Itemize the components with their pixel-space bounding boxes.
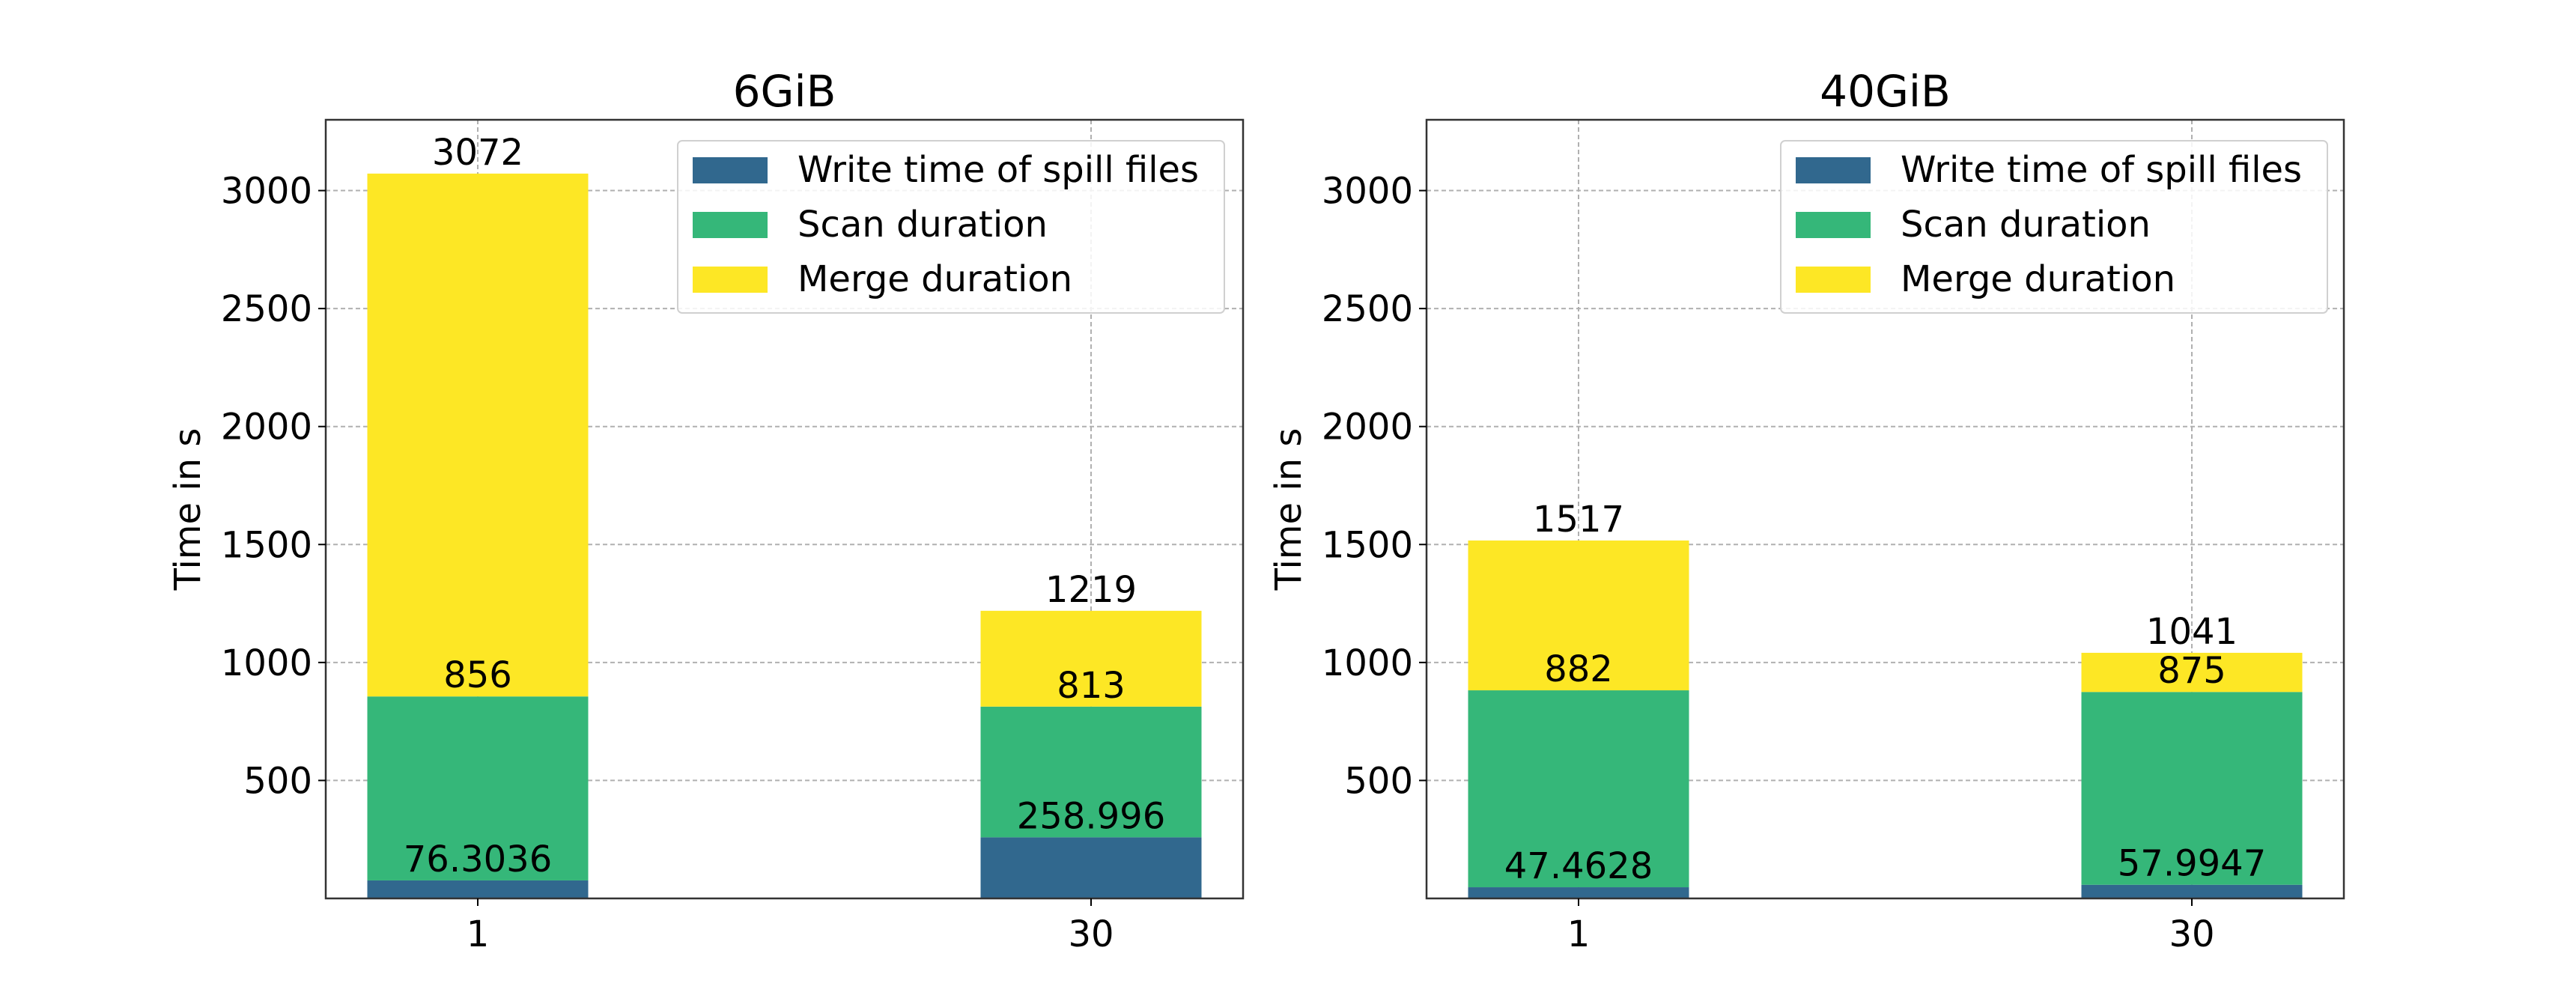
bar-segment-write-time-of-spill-files-30 [2081, 884, 2303, 898]
bar-segment-scan-duration-1 [367, 696, 589, 880]
bar-segment-merge-duration-30 [2081, 652, 2303, 693]
bar-segment-scan-duration-1 [1468, 690, 1689, 888]
chart-title: 6GiB [733, 66, 836, 117]
x-tick-label: 1 [1567, 913, 1591, 955]
legend-entry: Scan duration [798, 204, 1048, 246]
y-axis-label: Time in s [167, 428, 209, 591]
legend-entry: Merge duration [798, 258, 1072, 300]
legend: Write time of spill files Scan duration Me… [677, 140, 1225, 314]
legend-entry: Scan duration [1901, 204, 2151, 246]
bar-segment-write-time-of-spill-files-1 [1468, 887, 1689, 898]
y-tick-label: 1000 [1322, 642, 1413, 684]
x-tick-label: 30 [2169, 913, 2214, 955]
data-label: 813 [1057, 665, 1126, 707]
y-tick-label: 1000 [221, 642, 312, 684]
chart-title: 40GiB [1820, 66, 1951, 117]
data-label: 856 [443, 654, 512, 696]
legend-box [677, 140, 1225, 314]
legend-entry: Write time of spill files [798, 149, 1199, 191]
chart-panel-6gib: 76.3036 856 3072 258.996 813 1219 500 1000 1500 2… [167, 66, 1245, 955]
data-label: 1517 [1533, 499, 1624, 541]
bar-segment-write-time-of-spill-files-1 [367, 880, 589, 898]
y-tick-label: 500 [1344, 760, 1413, 802]
legend-swatch [693, 212, 768, 238]
bar-segment-merge-duration-30 [980, 610, 1202, 707]
y-tick-label: 2000 [1322, 407, 1413, 448]
data-label: 3072 [432, 132, 523, 174]
data-label: 1041 [2146, 611, 2238, 653]
legend-swatch [1796, 267, 1871, 293]
data-label: 1219 [1045, 569, 1137, 611]
data-label: 76.3036 [404, 839, 553, 880]
legend-swatch [693, 267, 768, 293]
legend-box [1780, 140, 2328, 314]
data-label: 875 [2157, 650, 2226, 692]
bar-segment-merge-duration-1 [1468, 540, 1689, 691]
y-tick-label: 3000 [221, 171, 312, 213]
data-label: 258.996 [1017, 795, 1166, 837]
y-tick-label: 2500 [221, 288, 312, 330]
bar-segment-scan-duration-30 [2081, 692, 2303, 885]
legend-swatch [693, 157, 768, 183]
data-label: 882 [1544, 648, 1613, 690]
bar-segment-merge-duration-1 [367, 173, 589, 697]
y-tick-label: 3000 [1322, 171, 1413, 213]
y-tick-label: 500 [243, 760, 312, 802]
data-label: 57.9947 [2118, 843, 2267, 885]
bar-segment-write-time-of-spill-files-30 [980, 837, 1202, 898]
data-label: 47.4628 [1504, 845, 1653, 887]
plot-frame [1425, 118, 2345, 900]
legend-entry: Merge duration [1901, 258, 2175, 300]
y-tick-label: 1500 [1322, 524, 1413, 566]
bar-segment-scan-duration-30 [980, 706, 1202, 838]
y-tick-label: 2000 [221, 407, 312, 448]
plot-frame [324, 118, 1245, 900]
legend-swatch [1796, 157, 1871, 183]
legend-entry: Write time of spill files [1901, 149, 2302, 191]
x-tick-label: 30 [1068, 913, 1114, 955]
legend: Write time of spill files Scan duration Me… [1780, 140, 2328, 314]
y-axis-label: Time in s [1268, 428, 1310, 591]
legend-swatch [1796, 212, 1871, 238]
y-tick-label: 2500 [1322, 288, 1413, 330]
x-tick-label: 1 [467, 913, 490, 955]
y-tick-label: 1500 [221, 524, 312, 566]
